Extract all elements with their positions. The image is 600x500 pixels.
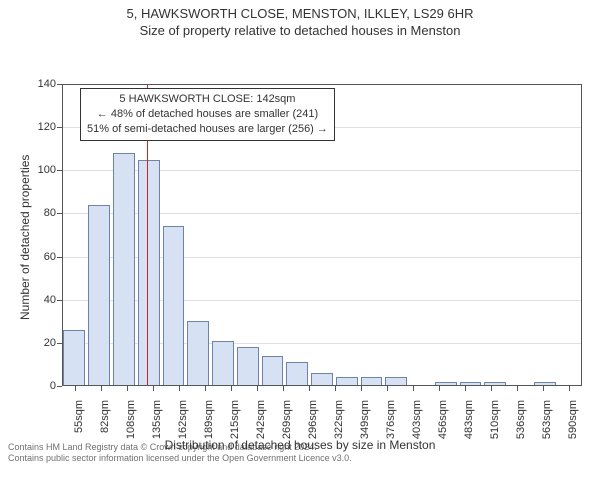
x-tick-mark (491, 386, 492, 391)
y-tick-label: 100 (28, 164, 56, 176)
histogram-bar (113, 153, 135, 386)
histogram-bar (88, 205, 110, 386)
x-tick-mark (101, 386, 102, 391)
histogram-bar (237, 347, 259, 386)
x-tick-mark (309, 386, 310, 391)
x-tick-label: 349sqm (359, 400, 371, 450)
x-tick-label: 162sqm (177, 400, 189, 450)
x-tick-label: 82sqm (99, 400, 111, 450)
x-tick-label: 322sqm (333, 400, 345, 450)
x-tick-label: 108sqm (125, 400, 137, 450)
annotation-line-3: 51% of semi-detached houses are larger (… (87, 122, 328, 137)
annotation-line-2: ← 48% of detached houses are smaller (24… (87, 107, 328, 122)
histogram-bar (187, 321, 209, 386)
y-tick-label: 120 (28, 121, 56, 133)
annotation-box: 5 HAWKSWORTH CLOSE: 142sqm ← 48% of deta… (80, 88, 335, 141)
histogram-bar (534, 382, 556, 386)
x-tick-label: 189sqm (203, 400, 215, 450)
histogram-bar (460, 382, 482, 386)
x-tick-label: 269sqm (281, 400, 293, 450)
x-tick-mark (75, 386, 76, 391)
histogram-bar (385, 377, 407, 386)
y-tick-label: 20 (28, 337, 56, 349)
x-tick-mark (257, 386, 258, 391)
y-tick-mark (57, 213, 62, 214)
x-tick-label: 135sqm (151, 400, 163, 450)
x-tick-label: 215sqm (229, 400, 241, 450)
y-tick-mark (57, 84, 62, 85)
x-tick-mark (465, 386, 466, 391)
x-tick-mark (205, 386, 206, 391)
histogram-bar (138, 160, 160, 387)
x-tick-mark (569, 386, 570, 391)
histogram-bar (212, 341, 234, 386)
x-tick-label: 55sqm (73, 400, 85, 450)
y-tick-label: 80 (28, 207, 56, 219)
x-tick-mark (439, 386, 440, 391)
x-tick-mark (179, 386, 180, 391)
x-tick-mark (231, 386, 232, 391)
x-tick-label: 296sqm (307, 400, 319, 450)
x-tick-mark (387, 386, 388, 391)
histogram-bar (163, 226, 185, 386)
histogram-bar (311, 373, 333, 386)
x-tick-mark (361, 386, 362, 391)
x-tick-mark (413, 386, 414, 391)
histogram-chart: Number of detached properties Distributi… (0, 38, 600, 438)
y-tick-label: 60 (28, 251, 56, 263)
x-tick-label: 242sqm (255, 400, 267, 450)
x-tick-label: 483sqm (463, 400, 475, 450)
histogram-bar (286, 362, 308, 386)
footnote-2: Contains public sector information licen… (8, 453, 592, 464)
x-tick-label: 403sqm (411, 400, 423, 450)
x-tick-label: 536sqm (515, 400, 527, 450)
histogram-bar (361, 377, 383, 386)
x-tick-label: 563sqm (541, 400, 553, 450)
y-tick-mark (57, 127, 62, 128)
histogram-bar (336, 377, 358, 386)
x-tick-label: 590sqm (567, 400, 579, 450)
y-tick-mark (57, 300, 62, 301)
histogram-bar (262, 356, 284, 386)
x-tick-mark (283, 386, 284, 391)
y-tick-label: 0 (28, 380, 56, 392)
page-title-sub: Size of property relative to detached ho… (0, 23, 600, 38)
x-tick-mark (153, 386, 154, 391)
x-tick-mark (543, 386, 544, 391)
annotation-line-1: 5 HAWKSWORTH CLOSE: 142sqm (87, 92, 328, 107)
x-tick-mark (127, 386, 128, 391)
x-tick-label: 376sqm (385, 400, 397, 450)
y-tick-label: 40 (28, 294, 56, 306)
x-tick-label: 510sqm (489, 400, 501, 450)
x-tick-mark (517, 386, 518, 391)
x-tick-mark (335, 386, 336, 391)
x-tick-label: 456sqm (437, 400, 449, 450)
y-tick-mark (57, 257, 62, 258)
y-tick-mark (57, 343, 62, 344)
page-title-address: 5, HAWKSWORTH CLOSE, MENSTON, ILKLEY, LS… (0, 6, 600, 21)
y-tick-mark (57, 170, 62, 171)
x-axis-label: Distribution of detached houses by size … (0, 438, 600, 452)
histogram-bar (63, 330, 85, 386)
histogram-bar (484, 382, 506, 386)
y-tick-label: 140 (28, 78, 56, 90)
y-tick-mark (57, 386, 62, 387)
